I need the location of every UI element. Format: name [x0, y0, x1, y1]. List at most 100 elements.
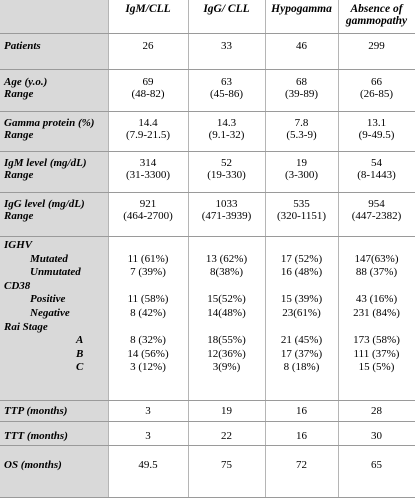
cell-value: 314: [139, 157, 157, 169]
cell-value: 8 (18%): [283, 361, 320, 374]
cell-value: 16 (48%): [280, 266, 323, 279]
row-label: Range: [4, 129, 34, 141]
cell-value: 13 (62%): [205, 252, 248, 265]
row-divider: [0, 421, 415, 422]
cell-value: 1033: [215, 198, 238, 210]
cell-value: 3(9%): [212, 361, 241, 374]
cell-value: (19-330): [207, 169, 246, 181]
row-divider: [0, 151, 415, 152]
cell-value: 173 (58%): [353, 334, 400, 347]
row-label: Negative: [30, 307, 70, 319]
cell-value: 23(61%): [282, 307, 321, 319]
cell-value: 30: [371, 430, 382, 442]
row-label: OS (months): [4, 459, 62, 471]
cell-value: (5.3-9): [286, 129, 317, 141]
cell-value: 63: [221, 76, 232, 88]
cell-value: (39-89): [285, 88, 318, 100]
cell-value: 26: [142, 40, 154, 52]
cell-value: 21 (45%): [280, 334, 323, 347]
row-divider: [0, 236, 415, 237]
row-divider: [0, 445, 415, 446]
cell-value: (447-2382): [351, 210, 402, 222]
cell-value: 14 (56%): [127, 347, 169, 360]
cell-value: 12(36%): [207, 347, 246, 360]
row-label: A: [76, 334, 84, 347]
cell-value: 921: [139, 198, 157, 210]
cell-value: (320-1151): [276, 210, 327, 222]
cell-value: 8(38%): [210, 266, 243, 279]
cell-value: 14.4: [138, 117, 158, 129]
cell-value: 15 (5%): [358, 361, 395, 374]
cell-value: 11 (58%): [127, 293, 169, 306]
row-divider: [0, 33, 415, 34]
cell-value: 18(55%): [207, 334, 246, 347]
column-divider: [265, 0, 266, 498]
cell-value: 14.3: [216, 117, 237, 129]
cell-value: 28: [371, 405, 382, 417]
cell-value: 8 (32%): [130, 334, 166, 347]
cell-value: 68: [296, 76, 307, 88]
cell-value: 7.8: [294, 117, 309, 129]
cell-value: 17 (52%): [280, 252, 323, 265]
cell-value: 16: [296, 430, 307, 442]
cell-value: 75: [221, 459, 232, 471]
row-label: IgG level (mg/dL): [4, 198, 85, 210]
cell-value: 66: [371, 76, 382, 88]
cell-value: (9-49.5): [358, 129, 395, 141]
cell-value: (464-2700): [123, 210, 173, 222]
row-label: Range: [4, 88, 34, 100]
cell-value: 54: [371, 157, 382, 169]
column-header: IgG/ CLL: [203, 3, 250, 15]
cell-value: 3: [145, 430, 151, 442]
row-label: Positive: [30, 293, 66, 306]
cell-value: (31-3300): [126, 169, 170, 181]
cell-value: 19: [221, 405, 232, 417]
row-label: Rai Stage: [4, 320, 48, 333]
column-header: Hypogamma: [271, 3, 332, 15]
cell-value: 52: [221, 157, 232, 169]
cell-value: 15 (39%): [280, 293, 323, 306]
cell-value: (9.1-32): [208, 129, 245, 141]
row-label: TTP (months): [4, 405, 68, 417]
column-divider: [108, 0, 109, 498]
row-label: B: [76, 347, 84, 360]
column-divider: [338, 0, 339, 498]
row-label: Mutated: [30, 252, 68, 265]
row-label: Range: [4, 169, 34, 181]
cell-value: 46: [296, 40, 307, 52]
column-header: Absence of gammopathy: [345, 3, 408, 27]
cell-value: 299: [368, 40, 385, 52]
row-divider: [0, 192, 415, 193]
cell-value: 7 (39%): [130, 266, 166, 279]
row-divider: [0, 111, 415, 112]
row-label: Patients: [4, 40, 41, 52]
row-label: C: [76, 361, 84, 374]
cell-value: 3: [145, 405, 151, 417]
cell-value: 954: [368, 198, 385, 210]
cell-value: 19: [296, 157, 307, 169]
cell-value: 22: [221, 430, 232, 442]
cell-value: 69: [142, 76, 154, 88]
column-divider: [188, 0, 189, 498]
cell-value: 535: [293, 198, 310, 210]
cell-value: 88 (37%): [355, 266, 398, 279]
row-label: Gamma protein (%): [4, 117, 95, 129]
row-label: Age (y.o.): [4, 76, 48, 88]
cell-value: 72: [296, 459, 307, 471]
column-header: IgM/CLL: [125, 3, 171, 15]
row-label: Unmutated: [30, 266, 81, 279]
cell-value: 8 (42%): [130, 307, 166, 319]
cell-value: 17 (37%): [280, 347, 323, 360]
cell-value: 43 (16%): [355, 293, 398, 306]
row-divider: [0, 400, 415, 401]
cell-value: 16: [296, 405, 307, 417]
cell-value: (3-300): [285, 169, 318, 181]
cell-value: 14(48%): [207, 307, 246, 319]
cell-value: (48-82): [131, 88, 165, 100]
cell-value: 65: [371, 459, 382, 471]
label-column-shade: [0, 0, 108, 498]
cell-value: 49.5: [138, 459, 158, 471]
row-label: CD38: [4, 279, 31, 292]
cell-value: (7.9-21.5): [126, 129, 170, 141]
